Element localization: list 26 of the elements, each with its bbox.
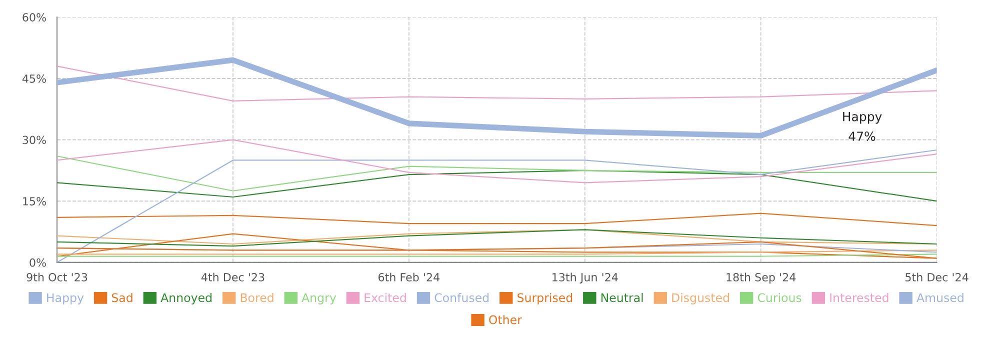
legend-label: Amused <box>916 292 964 302</box>
legend-label: Other <box>489 315 522 324</box>
legend-label: Excited <box>364 292 406 302</box>
legend-label: Happy <box>47 293 84 304</box>
legend-label: Sad <box>112 292 132 302</box>
y-tick-label: 15% <box>23 197 46 206</box>
y-tick-label: 60% <box>22 13 46 22</box>
x-tick-label: 5th Dec '24 <box>906 272 968 282</box>
y-tick-label: 45% <box>22 74 46 83</box>
y-tick-label: 30% <box>22 136 46 144</box>
legend-label: Annoyed <box>160 292 212 304</box>
legend-label: Neutral <box>601 292 643 302</box>
legend-label: Interested <box>830 292 888 302</box>
x-tick-label: 4th Dec '23 <box>201 272 264 282</box>
legend-label: Confused <box>434 292 489 302</box>
annotation: Happy 47% <box>843 112 882 141</box>
x-tick-label: 9th Oct '23 <box>26 272 88 282</box>
legend-label: Curious <box>758 292 802 302</box>
x-tick-label: 13th Jun '24 <box>552 272 618 284</box>
x-tick-label: 6th Feb '24 <box>378 272 440 282</box>
legend-label: Surprised <box>518 292 572 304</box>
legend-label: Disgusted <box>672 292 729 304</box>
x-tick-label: 18th Sep '24 <box>726 272 796 284</box>
legend-label: Angry <box>302 293 336 304</box>
y-tick-label: 0% <box>30 258 46 267</box>
legend-label: Bored <box>240 292 274 302</box>
